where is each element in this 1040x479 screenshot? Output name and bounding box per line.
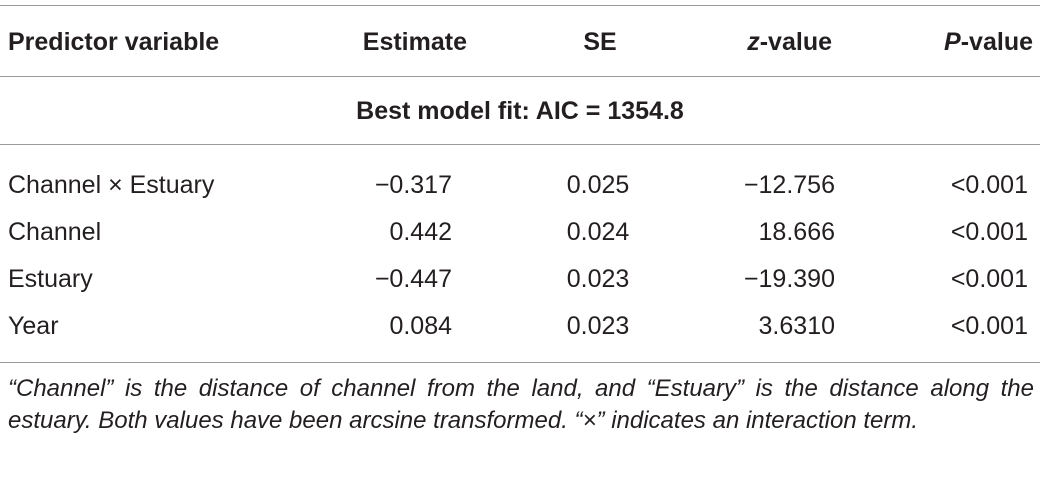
cell-value: <0.001	[950, 265, 1028, 293]
bottom-rule	[0, 362, 1040, 363]
footnote: “Channel” is the distance of channel fro…	[8, 375, 1034, 434]
header-text: Estimate	[362, 28, 467, 56]
header-text: Predictor variable	[8, 28, 220, 56]
column-header: Estimate	[363, 27, 467, 57]
cell-value: 0.442	[389, 218, 452, 246]
cell-value: <0.001	[950, 218, 1028, 246]
header-rule	[0, 76, 1040, 77]
row-label: Channel	[8, 218, 102, 246]
subtitle: Best model fit: AIC = 1354.8	[356, 97, 684, 125]
cell-value: −19.390	[743, 265, 835, 293]
cell-value: 18.666	[758, 218, 835, 246]
cell-value: 0.025	[566, 171, 630, 199]
cell-value: <0.001	[950, 312, 1028, 340]
row-label: Channel × Estuary	[8, 171, 215, 199]
top-rule	[0, 5, 1040, 6]
header-text: z	[747, 28, 760, 56]
column-header: Predictor variable	[8, 27, 219, 57]
header-text: P	[944, 28, 961, 56]
cell-value: 0.024	[566, 218, 630, 246]
column-header: SE	[450, 27, 750, 57]
subtitle-rule	[0, 144, 1040, 145]
column-header: P-value	[944, 27, 1033, 57]
cell-value: 0.084	[389, 312, 452, 340]
header-text: SE	[583, 28, 617, 56]
cell-value: −0.447	[374, 265, 452, 293]
header-text: -value	[960, 28, 1033, 56]
row-label: Year	[8, 312, 59, 340]
cell-value: <0.001	[950, 171, 1028, 199]
cell-value: −12.756	[743, 171, 835, 199]
cell-value: 0.023	[566, 312, 630, 340]
cell-value: 0.023	[566, 265, 630, 293]
column-header: z-value	[747, 27, 832, 57]
header-text: -value	[759, 28, 832, 56]
cell-value: 3.6310	[758, 312, 835, 340]
cell-value: −0.317	[374, 171, 452, 199]
row-label: Estuary	[8, 265, 93, 293]
